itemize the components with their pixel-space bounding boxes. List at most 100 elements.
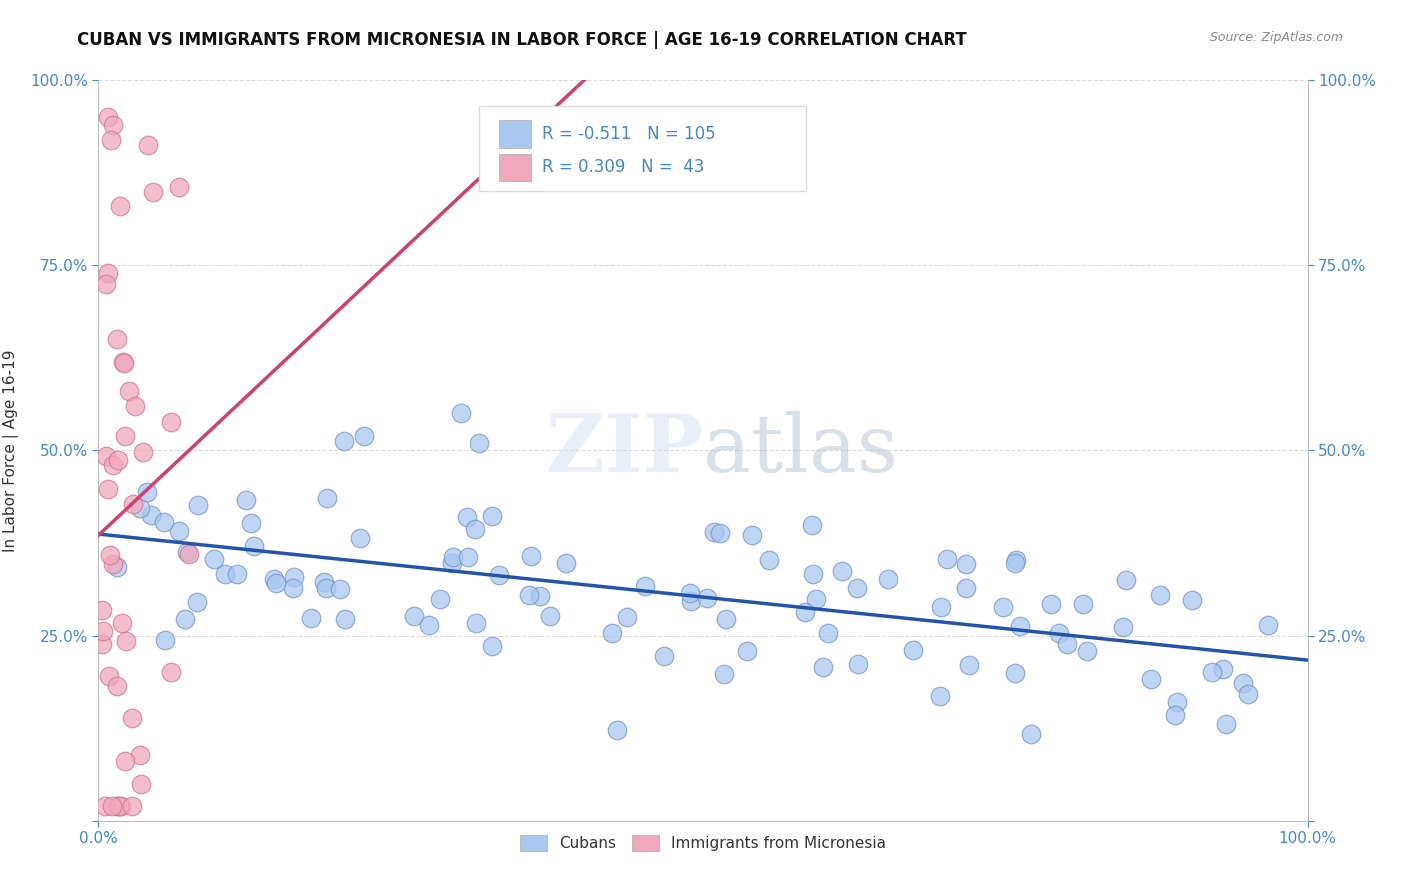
Point bbox=[108, 199, 131, 213]
Text: ZIP: ZIP bbox=[546, 411, 703, 490]
Point bbox=[488, 568, 510, 582]
Point bbox=[353, 428, 375, 442]
Point bbox=[402, 609, 425, 624]
FancyBboxPatch shape bbox=[499, 153, 531, 181]
Point bbox=[1040, 597, 1063, 611]
Point bbox=[1056, 637, 1078, 651]
Point bbox=[1149, 588, 1171, 602]
Point bbox=[111, 616, 134, 631]
Point bbox=[101, 557, 124, 571]
Point bbox=[129, 747, 152, 762]
Point bbox=[1076, 644, 1098, 658]
Point bbox=[111, 354, 134, 368]
Point bbox=[167, 524, 190, 538]
Point bbox=[529, 590, 551, 604]
Point bbox=[1004, 666, 1026, 681]
Point bbox=[429, 591, 451, 606]
Point bbox=[1140, 673, 1163, 687]
Point bbox=[124, 399, 146, 413]
Point bbox=[226, 566, 249, 581]
Point bbox=[94, 798, 117, 813]
Point bbox=[1164, 707, 1187, 722]
Text: R = 0.309   N =  43: R = 0.309 N = 43 bbox=[543, 158, 704, 176]
Point bbox=[239, 516, 262, 531]
Point bbox=[129, 501, 152, 516]
Point bbox=[901, 642, 924, 657]
Point bbox=[107, 453, 129, 467]
Point bbox=[108, 798, 131, 813]
Point bbox=[758, 553, 780, 567]
Point bbox=[96, 277, 118, 291]
Point bbox=[214, 566, 236, 581]
Point bbox=[735, 644, 758, 658]
Point bbox=[349, 531, 371, 545]
Point bbox=[1236, 687, 1258, 701]
Point bbox=[600, 626, 623, 640]
Point bbox=[152, 515, 174, 529]
Point bbox=[991, 599, 1014, 614]
Point bbox=[105, 332, 128, 346]
Point bbox=[800, 517, 823, 532]
Point bbox=[811, 660, 834, 674]
Point bbox=[846, 657, 869, 672]
Point bbox=[1047, 625, 1070, 640]
Point bbox=[457, 550, 479, 565]
Point bbox=[118, 384, 141, 399]
Point bbox=[709, 526, 731, 541]
Point bbox=[97, 669, 120, 683]
Point bbox=[538, 608, 561, 623]
Point bbox=[703, 524, 725, 539]
Point bbox=[114, 428, 136, 442]
Point bbox=[456, 509, 478, 524]
Point bbox=[441, 550, 464, 565]
Point bbox=[1181, 593, 1204, 607]
Point bbox=[121, 798, 143, 813]
Point bbox=[606, 723, 628, 737]
Point bbox=[101, 458, 124, 472]
FancyBboxPatch shape bbox=[479, 106, 806, 191]
Text: Source: ZipAtlas.com: Source: ZipAtlas.com bbox=[1209, 31, 1343, 45]
Legend: Cubans, Immigrants from Micronesia: Cubans, Immigrants from Micronesia bbox=[513, 829, 893, 857]
Point bbox=[332, 434, 354, 449]
Point bbox=[160, 665, 183, 680]
Point bbox=[94, 449, 117, 463]
FancyBboxPatch shape bbox=[499, 120, 531, 148]
Point bbox=[468, 436, 491, 450]
Point bbox=[465, 616, 488, 631]
Point bbox=[517, 588, 540, 602]
Point bbox=[283, 581, 305, 595]
Point bbox=[955, 581, 977, 595]
Point bbox=[187, 498, 209, 512]
Point bbox=[714, 612, 737, 626]
Point bbox=[804, 591, 827, 606]
Y-axis label: In Labor Force | Age 16-19: In Labor Force | Age 16-19 bbox=[3, 349, 18, 552]
Point bbox=[142, 185, 165, 199]
Point bbox=[464, 522, 486, 536]
Point bbox=[101, 798, 124, 813]
Point bbox=[1005, 553, 1028, 567]
Point bbox=[929, 599, 952, 614]
Point bbox=[713, 666, 735, 681]
Point bbox=[831, 564, 853, 578]
Point bbox=[110, 798, 132, 813]
Point bbox=[153, 633, 176, 648]
Point bbox=[112, 356, 135, 370]
Point bbox=[299, 611, 322, 625]
Point bbox=[91, 637, 114, 651]
Point bbox=[316, 491, 339, 506]
Point bbox=[264, 576, 287, 591]
Point bbox=[1115, 573, 1137, 587]
Point bbox=[107, 679, 129, 693]
Point bbox=[136, 485, 159, 500]
Point bbox=[131, 444, 153, 458]
Point bbox=[121, 711, 143, 725]
Point bbox=[555, 556, 578, 570]
Point bbox=[329, 582, 352, 596]
Point bbox=[105, 560, 128, 574]
Point bbox=[263, 573, 285, 587]
Point bbox=[681, 594, 703, 608]
Text: CUBAN VS IMMIGRANTS FROM MICRONESIA IN LABOR FORCE | AGE 16-19 CORRELATION CHART: CUBAN VS IMMIGRANTS FROM MICRONESIA IN L… bbox=[77, 31, 967, 49]
Point bbox=[801, 566, 824, 581]
Point bbox=[98, 548, 121, 562]
Point bbox=[235, 493, 257, 508]
